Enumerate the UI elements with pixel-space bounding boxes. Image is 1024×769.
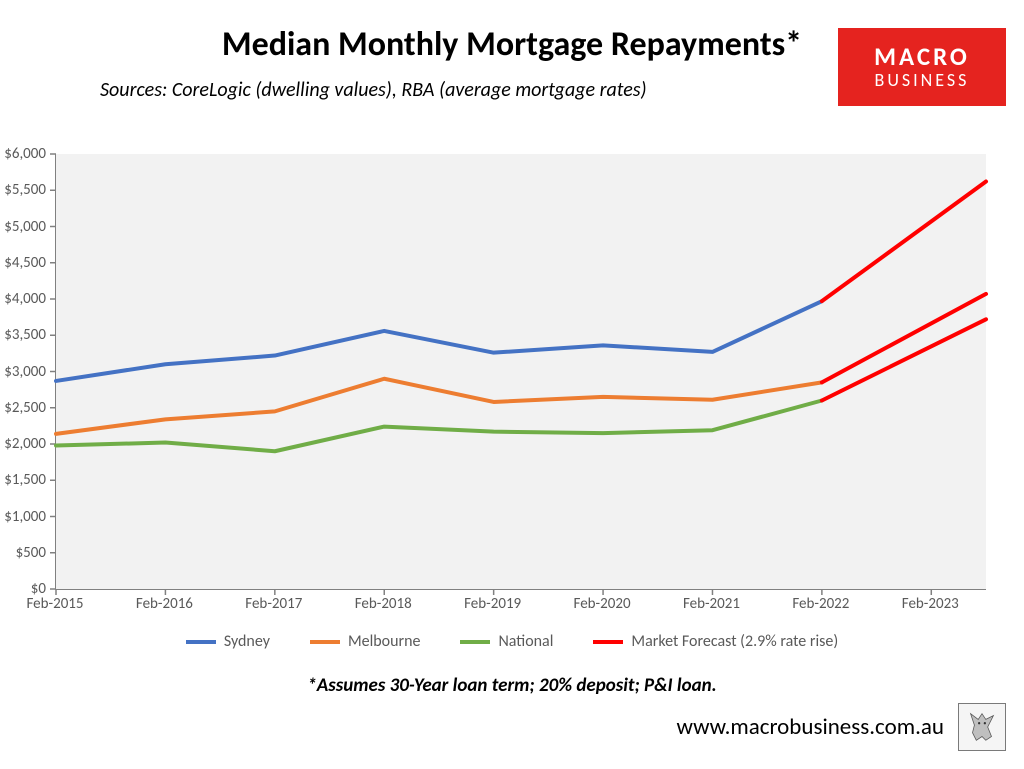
legend-swatch bbox=[310, 640, 340, 644]
x-tick-label: Feb-2019 bbox=[464, 595, 521, 613]
x-tick-label: Feb-2023 bbox=[902, 595, 959, 613]
y-tick-label: $1,500 bbox=[4, 471, 46, 489]
y-tick-label: $5,500 bbox=[4, 181, 46, 199]
wolf-logo bbox=[958, 703, 1006, 751]
chart-subtitle: Sources: CoreLogic (dwelling values), RB… bbox=[100, 78, 647, 102]
y-tick-label: $1,000 bbox=[4, 508, 46, 526]
x-tick-label: Feb-2018 bbox=[355, 595, 412, 613]
line-chart-svg bbox=[56, 154, 986, 589]
x-tick-label: Feb-2017 bbox=[245, 595, 302, 613]
brand-line-2: BUSINESS bbox=[875, 71, 970, 90]
chart-legend: Sydney Melbourne National Market Forecast (… bbox=[0, 632, 1024, 651]
x-tick-label: Feb-2015 bbox=[26, 595, 83, 613]
x-tick-label: Feb-2021 bbox=[683, 595, 740, 613]
legend-label: Sydney bbox=[224, 632, 270, 651]
plot-area bbox=[55, 154, 986, 590]
chart-footnote: *Assumes 30-Year loan term; 20% deposit;… bbox=[0, 674, 1024, 697]
brand-badge: MACRO BUSINESS bbox=[838, 28, 1006, 106]
legend-item: Sydney bbox=[186, 632, 270, 651]
x-tick-label: Feb-2020 bbox=[574, 595, 631, 613]
y-tick-label: $5,000 bbox=[4, 218, 46, 236]
y-tick-label: $2,500 bbox=[4, 399, 46, 417]
legend-label: National bbox=[498, 632, 553, 651]
y-tick-label: $500 bbox=[16, 544, 46, 562]
legend-item: Market Forecast (2.9% rate rise) bbox=[593, 632, 838, 651]
legend-swatch bbox=[593, 640, 623, 644]
legend-swatch bbox=[186, 640, 216, 644]
y-tick-label: $6,000 bbox=[4, 145, 46, 163]
chart-page: Median Monthly Mortgage Repayments* Sour… bbox=[0, 0, 1024, 769]
y-tick-label: $4,000 bbox=[4, 290, 46, 308]
brand-line-1: MACRO bbox=[874, 44, 970, 70]
legend-item: National bbox=[460, 632, 553, 651]
x-tick-label: Feb-2022 bbox=[792, 595, 849, 613]
legend-swatch bbox=[460, 640, 490, 644]
y-tick-label: $4,500 bbox=[4, 254, 46, 272]
legend-label: Melbourne bbox=[348, 632, 421, 651]
website-url: www.macrobusiness.com.au bbox=[677, 713, 944, 741]
x-tick-label: Feb-2016 bbox=[136, 595, 193, 613]
y-tick-label: $2,000 bbox=[4, 435, 46, 453]
legend-item: Melbourne bbox=[310, 632, 421, 651]
y-tick-label: $3,500 bbox=[4, 326, 46, 344]
y-tick-label: $3,000 bbox=[4, 363, 46, 381]
legend-label: Market Forecast (2.9% rate rise) bbox=[631, 632, 838, 651]
